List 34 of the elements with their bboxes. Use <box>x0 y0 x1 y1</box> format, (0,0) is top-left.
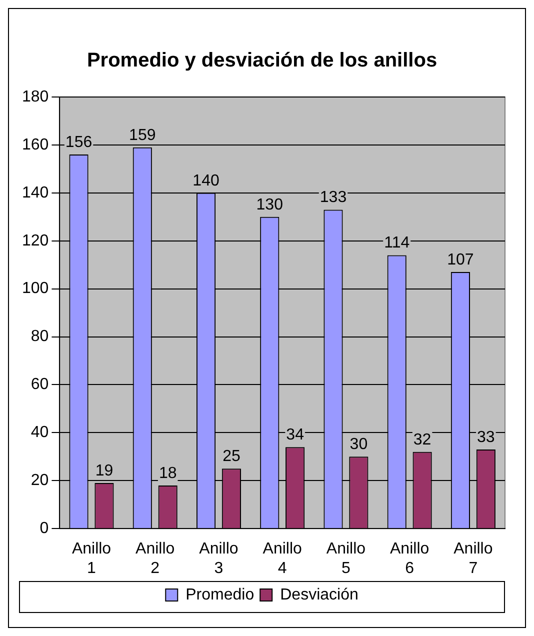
y-tick-label: 20 <box>30 472 49 490</box>
y-tick-label: 0 <box>40 520 49 538</box>
x-tick-label: Anillo 4 <box>262 540 302 577</box>
chart-title: Promedio y desviación de los anillos <box>86 50 438 72</box>
x-tick-label: Anillo 2 <box>136 540 175 577</box>
data-label: 140 <box>192 172 220 190</box>
y-tick-label: 40 <box>30 424 49 442</box>
y-tick-label: 80 <box>30 328 49 346</box>
data-label: 159 <box>129 126 156 144</box>
x-tick-label: Anillo 6 <box>390 540 430 577</box>
data-label: 107 <box>447 251 474 268</box>
data-label: 33 <box>477 428 495 446</box>
legend-label: Promedio <box>186 586 254 604</box>
y-tick-label: 140 <box>22 184 49 202</box>
x-tick-label: Anillo 5 <box>326 540 366 577</box>
y-tick-label: 120 <box>22 232 49 250</box>
data-label: 18 <box>158 464 177 482</box>
data-label: 30 <box>350 436 368 454</box>
data-label: 19 <box>95 462 114 480</box>
data-label: 133 <box>320 189 347 206</box>
data-label: 34 <box>286 426 304 444</box>
data-label: 114 <box>384 234 410 252</box>
data-label: 130 <box>256 196 284 214</box>
x-tick-label: Anillo 3 <box>199 540 238 577</box>
x-tick-label: Anillo 7 <box>454 540 493 577</box>
data-label: 156 <box>65 134 92 151</box>
data-label: 25 <box>222 448 240 466</box>
y-tick-label: 100 <box>22 280 49 298</box>
y-tick-label: 180 <box>22 88 49 106</box>
data-label: 32 <box>413 431 432 448</box>
y-tick-label: 160 <box>22 136 49 154</box>
x-tick-label: Anillo 1 <box>72 540 112 577</box>
legend-label: Desviación <box>280 586 358 604</box>
y-tick-label: 60 <box>30 376 49 394</box>
